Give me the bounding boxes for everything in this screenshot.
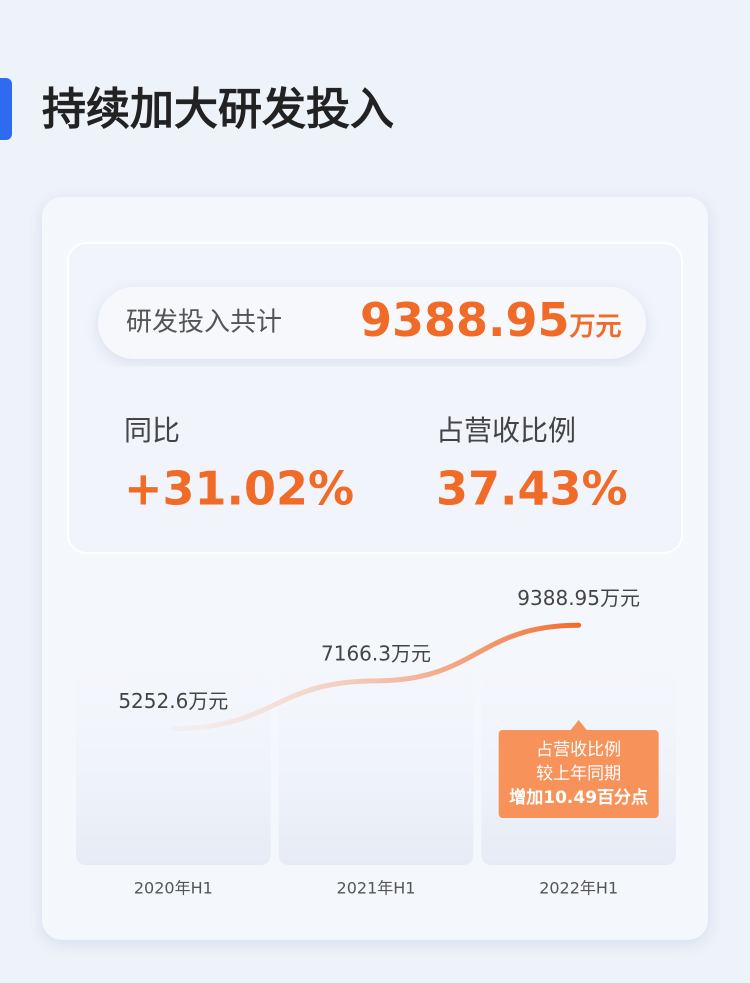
stat-value: +31.02% — [124, 462, 354, 516]
annotation-text: 占营收比例 — [536, 740, 621, 760]
value-label: 9388.95万元 — [517, 586, 640, 610]
chart: 2020年H1 2021年H1 2022年H1 5252.6万元 7166.3万元 938… — [76, 586, 676, 898]
value-label: 7166.3万元 — [321, 641, 431, 665]
accent-bar — [0, 78, 12, 140]
column-bg — [278, 650, 474, 865]
stat-label: 同比 — [124, 414, 180, 447]
stat-value: 37.43% — [436, 462, 628, 516]
column-bg — [76, 650, 271, 865]
summary-value: 9388.95万元 — [360, 293, 622, 347]
summary-number: 9388.95 — [360, 293, 570, 347]
trend-line — [170, 622, 582, 732]
x-tick-label: 2021年H1 — [337, 879, 416, 898]
summary-pill — [98, 287, 646, 359]
annotation-text: 较上年同期 — [536, 764, 621, 784]
x-tick-label: 2020年H1 — [134, 879, 213, 898]
page-title: 持续加大研发投入 — [42, 84, 394, 135]
annotation-box — [498, 730, 659, 818]
summary-unit: 万元 — [570, 312, 622, 342]
value-label: 5252.6万元 — [118, 689, 228, 713]
annotation-text: 增加10.49百分点 — [509, 787, 648, 808]
annotation-pointer — [570, 720, 587, 730]
x-tick-label: 2022年H1 — [539, 879, 618, 898]
stat-label: 占营收比例 — [436, 414, 576, 447]
summary-label: 研发投入共计 — [126, 308, 282, 338]
